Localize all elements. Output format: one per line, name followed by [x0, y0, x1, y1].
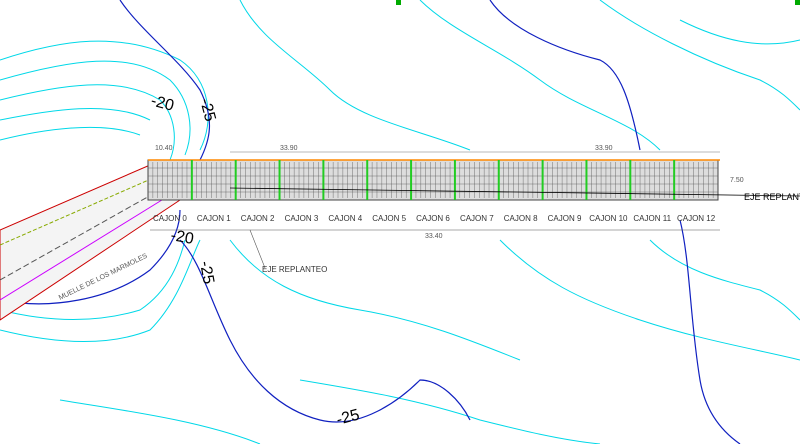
contour-label: -25 [196, 260, 217, 286]
caisson-label: CAJON 8 [504, 214, 538, 223]
leader [249, 229, 266, 269]
caisson-label: CAJON 4 [328, 214, 362, 223]
caisson-label: CAJON 1 [197, 214, 231, 223]
caisson-label: CAJON 9 [548, 214, 582, 223]
dimension: 7.50 [730, 177, 744, 184]
caisson-label: CAJON 0 [153, 214, 187, 223]
grip [795, 0, 800, 5]
caisson-label: CAJON 12 [677, 214, 716, 223]
contour-label: -25 [196, 97, 218, 124]
caisson-label: CAJON 10 [589, 214, 628, 223]
dimension: 33.90 [280, 145, 298, 152]
axis-label: EJE REPLANTEO [262, 265, 327, 274]
caisson-label: CAJON 7 [460, 214, 494, 223]
dimension: 33.90 [595, 145, 613, 152]
contours-blue [0, 0, 741, 444]
contour-labels: -20 -25 -20 -25 -25 [149, 92, 362, 428]
caisson-label: CAJON 11 [633, 214, 671, 223]
caisson-label: CAJON 3 [285, 214, 319, 223]
contour-label: -25 [335, 406, 362, 428]
caisson-label: CAJON 6 [416, 214, 450, 223]
dimension: 10.40 [155, 145, 173, 152]
caisson-label: CAJON 2 [241, 214, 275, 223]
axis-label: EJE REPLANTEO [744, 192, 800, 202]
caisson-row [147, 159, 720, 201]
grip [396, 0, 401, 5]
caisson-label: CAJON 5 [372, 214, 406, 223]
contour-label: -20 [169, 227, 195, 248]
axis-line [229, 187, 800, 197]
contour-label: -20 [149, 92, 176, 114]
dimension: 33.40 [425, 233, 443, 240]
